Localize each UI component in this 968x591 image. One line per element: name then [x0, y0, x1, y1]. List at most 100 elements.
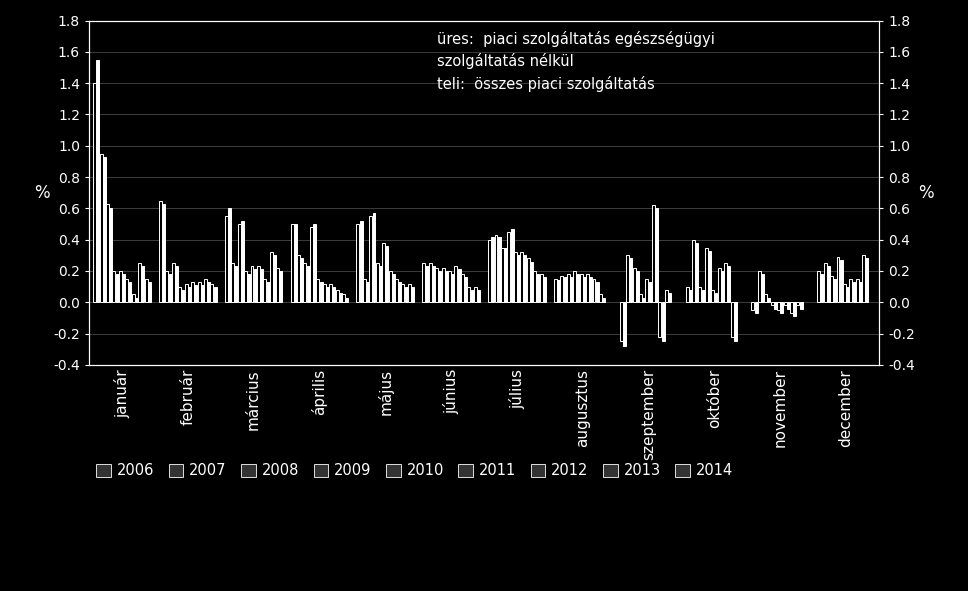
Bar	[695, 243, 698, 302]
Bar	[665, 290, 668, 302]
Bar	[103, 157, 106, 302]
Bar	[524, 255, 527, 302]
Bar	[290, 224, 293, 302]
Bar	[773, 302, 777, 309]
Bar	[507, 232, 510, 302]
Text: üres:  piaci szolgáltatás egészségügyi
szolgáltatás nélkül
teli:  összes piaci s: üres: piaci szolgáltatás egészségügyi sz…	[437, 31, 714, 92]
Bar	[702, 290, 705, 302]
Bar	[300, 258, 303, 302]
Y-axis label: %: %	[34, 184, 50, 202]
Bar	[689, 290, 692, 302]
Bar	[210, 284, 213, 302]
Bar	[360, 221, 363, 302]
Bar	[705, 248, 708, 302]
Bar	[504, 248, 507, 302]
Bar	[141, 267, 144, 302]
Bar	[824, 263, 827, 302]
Bar	[370, 216, 373, 302]
Bar	[332, 287, 335, 302]
Bar	[276, 268, 279, 302]
Bar	[132, 294, 135, 302]
Bar	[307, 267, 310, 302]
Bar	[109, 209, 112, 302]
Bar	[554, 279, 557, 302]
Bar	[395, 279, 398, 302]
Bar	[297, 255, 300, 302]
Bar	[527, 258, 529, 302]
Bar	[755, 302, 758, 313]
Bar	[454, 267, 458, 302]
Bar	[228, 209, 231, 302]
Bar	[426, 267, 429, 302]
Legend: 2006, 2007, 2008, 2009, 2010, 2011, 2012, 2013, 2014: 2006, 2007, 2008, 2009, 2010, 2011, 2012…	[97, 463, 733, 478]
Bar	[254, 269, 257, 302]
Bar	[849, 279, 853, 302]
Bar	[626, 255, 629, 302]
Bar	[336, 290, 339, 302]
Bar	[97, 60, 100, 302]
Bar	[751, 302, 754, 310]
Bar	[172, 263, 175, 302]
Bar	[378, 267, 382, 302]
Bar	[529, 262, 532, 302]
Bar	[468, 287, 470, 302]
Bar	[138, 263, 141, 302]
Bar	[576, 274, 580, 302]
Bar	[112, 271, 115, 302]
Bar	[135, 298, 137, 302]
Bar	[411, 287, 414, 302]
Bar	[342, 294, 345, 302]
Bar	[543, 277, 546, 302]
Bar	[862, 255, 865, 302]
Bar	[780, 302, 783, 313]
Bar	[231, 263, 234, 302]
Bar	[304, 263, 307, 302]
Bar	[636, 271, 639, 302]
Bar	[200, 285, 203, 302]
Bar	[175, 267, 178, 302]
Bar	[629, 258, 632, 302]
Bar	[783, 302, 787, 306]
Bar	[163, 204, 166, 302]
Bar	[429, 263, 432, 302]
Bar	[363, 279, 366, 302]
Bar	[115, 274, 119, 302]
Bar	[93, 83, 96, 302]
Bar	[787, 302, 790, 309]
Bar	[263, 279, 266, 302]
Bar	[166, 271, 168, 302]
Bar	[100, 154, 103, 302]
Bar	[856, 279, 859, 302]
Bar	[388, 271, 392, 302]
Bar	[329, 284, 332, 302]
Bar	[711, 290, 714, 302]
Bar	[322, 284, 326, 302]
Bar	[188, 287, 191, 302]
Bar	[144, 279, 147, 302]
Bar	[620, 302, 622, 342]
Bar	[214, 287, 217, 302]
Bar	[567, 274, 570, 302]
Bar	[765, 294, 768, 302]
Bar	[326, 287, 329, 302]
Bar	[539, 274, 542, 302]
Bar	[734, 302, 737, 342]
Bar	[692, 240, 695, 302]
Bar	[444, 271, 448, 302]
Bar	[797, 302, 800, 306]
Bar	[168, 274, 171, 302]
Bar	[649, 282, 651, 302]
Bar	[448, 271, 451, 302]
Bar	[310, 227, 313, 302]
Bar	[346, 298, 348, 302]
Bar	[602, 298, 605, 302]
Bar	[777, 302, 780, 310]
Bar	[373, 213, 376, 302]
Bar	[661, 302, 664, 342]
Bar	[280, 271, 283, 302]
Bar	[376, 263, 378, 302]
Bar	[422, 263, 425, 302]
Bar	[510, 229, 514, 302]
Bar	[260, 269, 263, 302]
Y-axis label: %: %	[918, 184, 934, 202]
